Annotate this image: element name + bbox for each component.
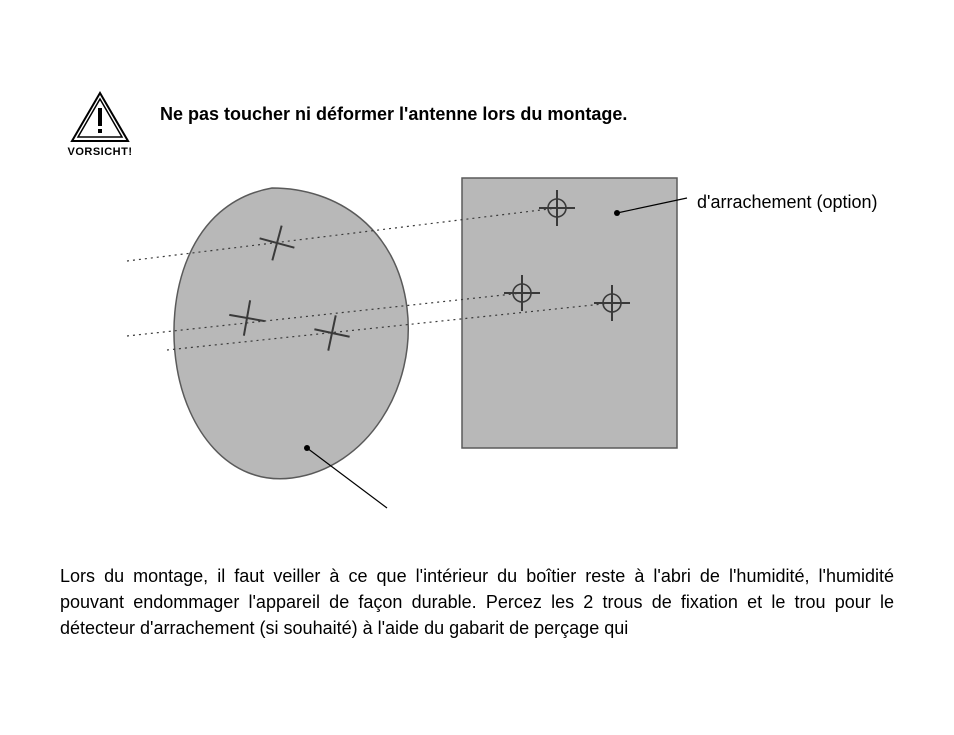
- warning-text: Ne pas toucher ni déformer l'antenne lor…: [160, 104, 627, 145]
- warning-triangle-icon: [69, 90, 131, 144]
- mounting-diagram: [117, 168, 837, 518]
- warning-row: VORSICHT! Ne pas toucher ni déformer l'a…: [60, 90, 894, 158]
- diagram-wrap: d'arrachement (option): [60, 168, 894, 518]
- body-paragraph: Lors du montage, il faut veiller à ce qu…: [60, 563, 894, 641]
- warning-icon-block: VORSICHT!: [60, 90, 140, 158]
- callout-label: d'arrachement (option): [697, 192, 878, 213]
- exclamation-bar: [98, 108, 102, 126]
- rect-panel: [462, 178, 677, 448]
- warning-caption: VORSICHT!: [60, 146, 140, 158]
- organic-shape: [174, 188, 408, 479]
- callout-leader-1: [307, 448, 387, 508]
- exclamation-dot: [98, 129, 102, 133]
- page: VORSICHT! Ne pas toucher ni déformer l'a…: [0, 0, 954, 735]
